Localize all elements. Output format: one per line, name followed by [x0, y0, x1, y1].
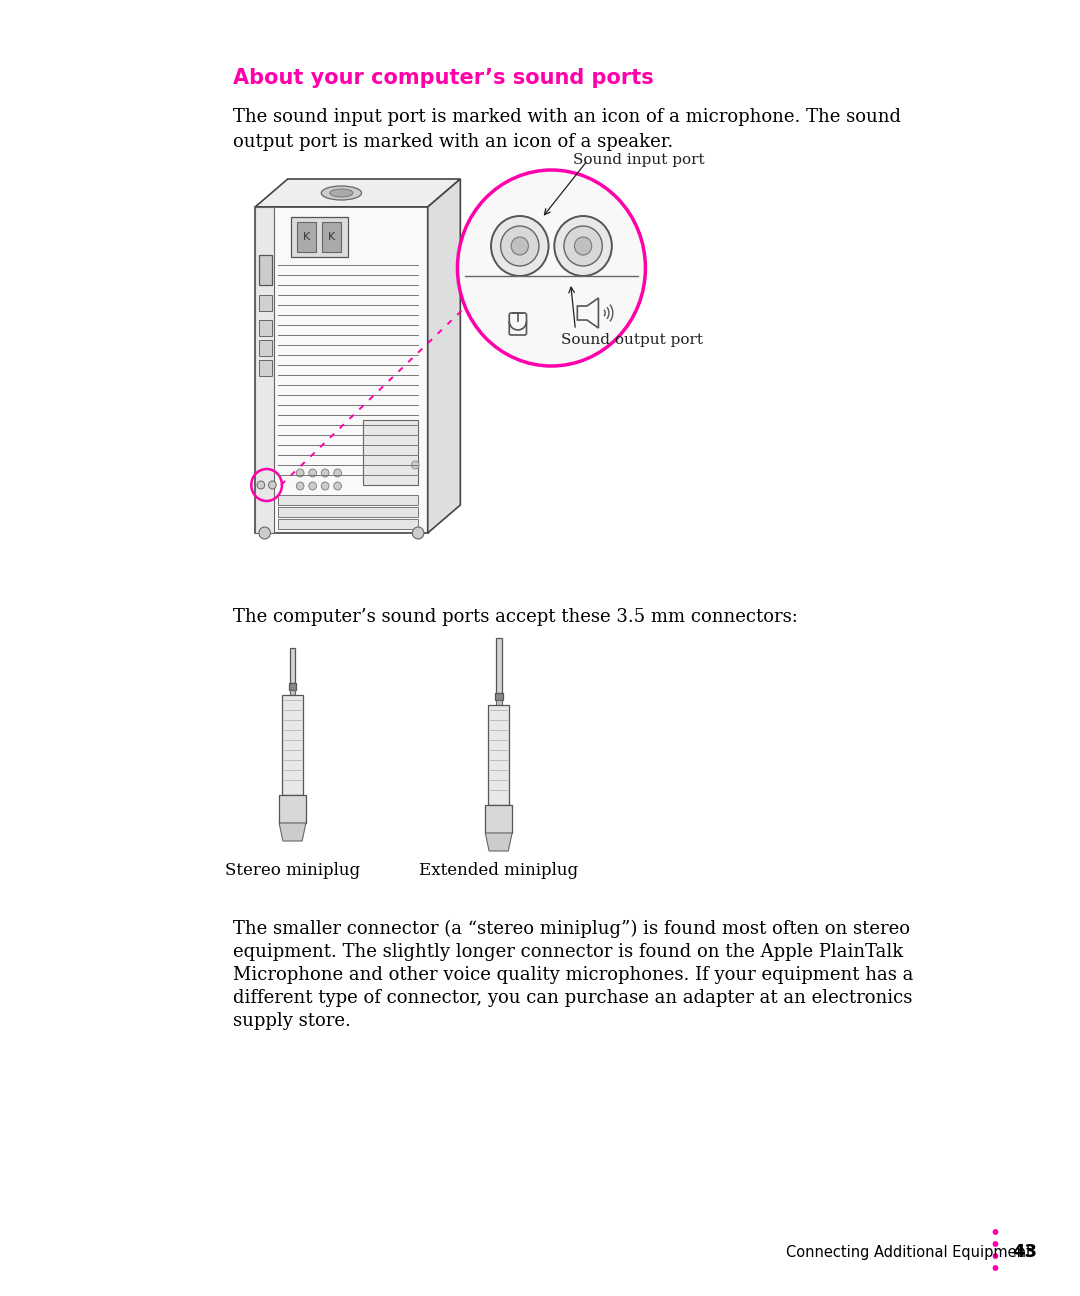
Polygon shape	[279, 794, 306, 823]
Circle shape	[993, 1242, 998, 1247]
Circle shape	[296, 482, 303, 490]
Circle shape	[321, 469, 329, 477]
Polygon shape	[496, 700, 501, 705]
Circle shape	[993, 1253, 998, 1258]
Circle shape	[296, 469, 303, 477]
Text: equipment. The slightly longer connector is found on the Apple PlainTalk: equipment. The slightly longer connector…	[233, 943, 903, 962]
Text: Stereo miniplug: Stereo miniplug	[225, 862, 360, 879]
Ellipse shape	[321, 187, 362, 200]
Polygon shape	[496, 638, 501, 693]
Polygon shape	[282, 695, 303, 794]
Text: The computer’s sound ports accept these 3.5 mm connectors:: The computer’s sound ports accept these …	[233, 608, 798, 626]
Polygon shape	[255, 207, 274, 533]
Polygon shape	[288, 683, 296, 689]
Polygon shape	[363, 420, 418, 485]
Circle shape	[564, 226, 603, 266]
Circle shape	[309, 469, 316, 477]
Circle shape	[575, 237, 592, 255]
Circle shape	[413, 527, 423, 539]
Polygon shape	[255, 207, 428, 533]
Polygon shape	[289, 689, 296, 695]
Polygon shape	[259, 340, 272, 356]
Text: K: K	[328, 232, 336, 242]
Text: Extended miniplug: Extended miniplug	[419, 862, 578, 879]
Text: Microphone and other voice quality microphones. If your equipment has a: Microphone and other voice quality micro…	[233, 966, 914, 984]
Circle shape	[269, 481, 276, 489]
Circle shape	[309, 482, 316, 490]
Circle shape	[458, 170, 646, 365]
Circle shape	[411, 461, 419, 469]
Circle shape	[511, 237, 528, 255]
Polygon shape	[279, 823, 306, 841]
Polygon shape	[279, 507, 418, 517]
Polygon shape	[428, 179, 460, 533]
Circle shape	[501, 226, 539, 266]
Text: Sound input port: Sound input port	[572, 153, 704, 167]
Polygon shape	[255, 179, 460, 207]
Text: The smaller connector (a “stereo miniplug”) is found most often on stereo: The smaller connector (a “stereo miniplu…	[233, 920, 910, 938]
Text: Connecting Additional Equipment: Connecting Additional Equipment	[786, 1244, 1032, 1260]
Text: supply store.: supply store.	[233, 1012, 351, 1030]
Circle shape	[334, 469, 341, 477]
Ellipse shape	[329, 189, 353, 197]
Polygon shape	[485, 805, 512, 833]
Circle shape	[321, 482, 329, 490]
Polygon shape	[485, 833, 512, 851]
Circle shape	[334, 482, 341, 490]
Circle shape	[259, 527, 270, 539]
Circle shape	[257, 481, 265, 489]
Polygon shape	[322, 222, 341, 251]
Text: About your computer’s sound ports: About your computer’s sound ports	[233, 67, 653, 88]
Polygon shape	[259, 295, 272, 311]
Polygon shape	[289, 648, 296, 683]
Polygon shape	[259, 320, 272, 336]
Polygon shape	[279, 518, 418, 529]
Circle shape	[993, 1265, 998, 1271]
Text: 43: 43	[1012, 1243, 1037, 1261]
Circle shape	[491, 216, 549, 276]
Polygon shape	[291, 216, 348, 257]
Polygon shape	[495, 693, 502, 700]
Polygon shape	[297, 222, 316, 251]
Polygon shape	[488, 705, 510, 805]
Polygon shape	[279, 495, 418, 505]
Text: output port is marked with an icon of a speaker.: output port is marked with an icon of a …	[233, 133, 673, 152]
Text: The sound input port is marked with an icon of a microphone. The sound: The sound input port is marked with an i…	[233, 108, 901, 126]
Circle shape	[993, 1229, 998, 1235]
Text: Sound output port: Sound output port	[561, 333, 703, 347]
Polygon shape	[259, 360, 272, 376]
Text: different type of connector, you can purchase an adapter at an electronics: different type of connector, you can pur…	[233, 989, 913, 1007]
Text: K: K	[303, 232, 311, 242]
Circle shape	[554, 216, 612, 276]
Polygon shape	[259, 255, 272, 285]
